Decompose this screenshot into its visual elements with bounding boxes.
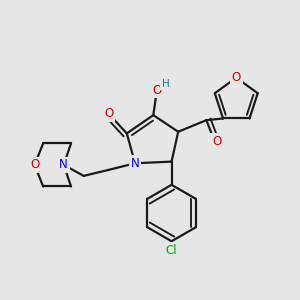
Text: O: O (30, 158, 39, 171)
Text: Cl: Cl (166, 244, 177, 257)
Text: O: O (212, 134, 221, 148)
Text: N: N (131, 157, 140, 170)
Text: H: H (162, 79, 170, 88)
Text: O: O (104, 107, 113, 120)
Text: N: N (59, 158, 68, 171)
Text: O: O (232, 71, 241, 84)
Text: O: O (152, 84, 161, 97)
